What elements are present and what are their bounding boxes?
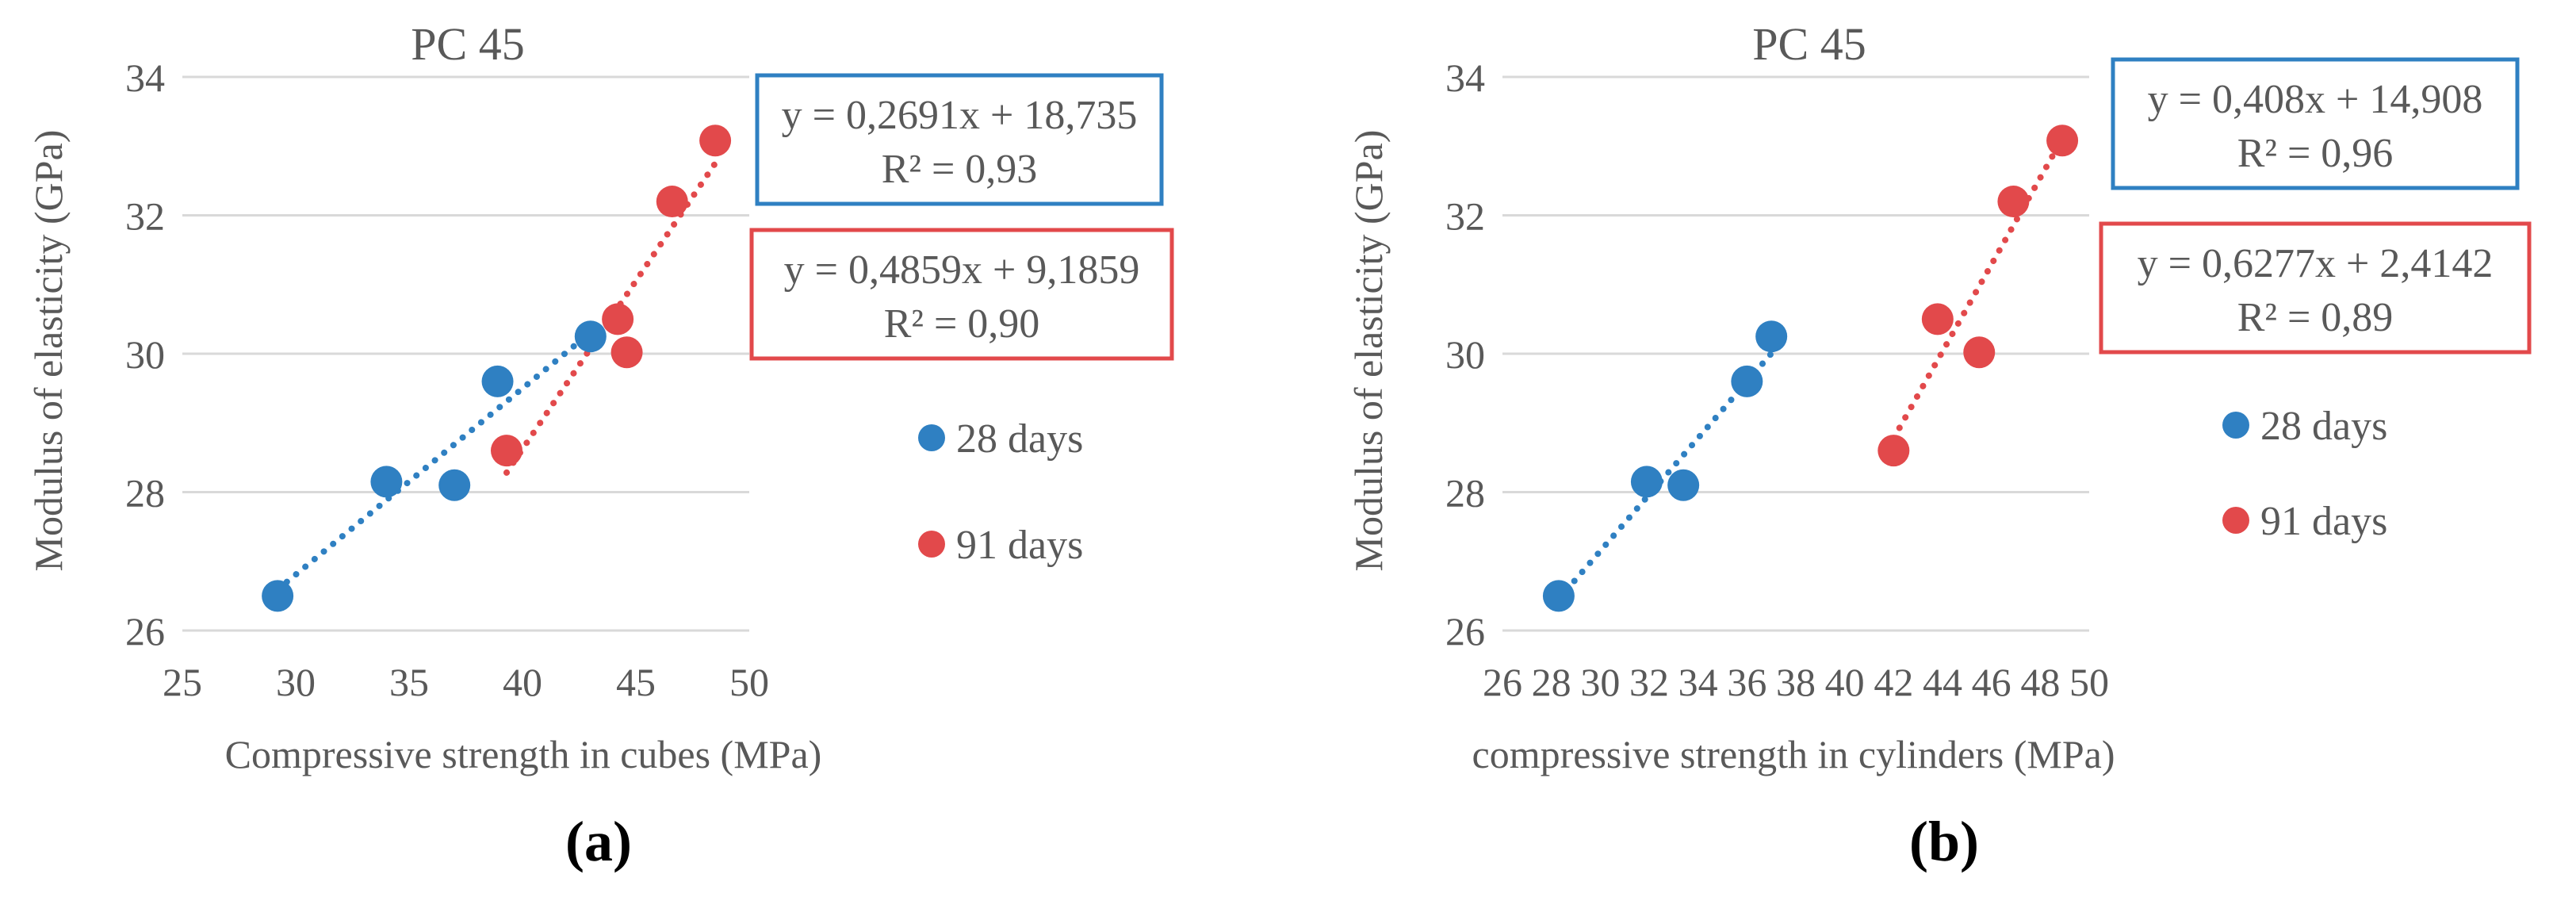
- legend-marker-91-days: [2222, 507, 2249, 534]
- x-tick-labels: 26 30 34 38 42 46 50 28 32 36 40 44 48: [1483, 660, 2109, 704]
- data-point-28-days: [1731, 365, 1763, 397]
- chart-title: PC 45: [1752, 18, 1866, 70]
- y-tick-label: 26: [1445, 609, 1485, 654]
- x-tick-label: 28: [1532, 660, 1571, 704]
- data-point-91-days: [2046, 125, 2079, 157]
- data-point-91-days: [1877, 435, 1910, 467]
- data-point-28-days: [370, 466, 403, 498]
- data-point-28-days: [1630, 466, 1663, 498]
- y-axis-label: Modulus of elasticity (GPa): [1346, 130, 1391, 572]
- data-point-91-days: [611, 336, 643, 369]
- legend-label-28-days: 28 days: [956, 416, 1083, 462]
- x-tick-label: 36: [1727, 660, 1766, 704]
- y-tick-label: 34: [1445, 56, 1485, 100]
- data-point-28-days: [438, 469, 471, 501]
- data-point-91-days: [490, 435, 522, 467]
- y-tick-label: 34: [125, 56, 165, 100]
- data-points: [262, 125, 732, 612]
- gridlines: [182, 75, 749, 632]
- x-axis-label: compressive strength in cylinders (MPa): [1472, 732, 2115, 776]
- x-tick-label: 32: [1629, 660, 1669, 704]
- trendline-28-days: [274, 329, 594, 593]
- y-tick-label: 28: [1445, 471, 1485, 516]
- data-point-91-days: [1997, 186, 2030, 218]
- equation-28-days: y = 0,408x + 14,908: [2148, 77, 2483, 122]
- x-tick-label: 25: [163, 660, 202, 704]
- data-point-91-days: [1963, 336, 1996, 369]
- trendlines: [1555, 135, 2066, 603]
- equation-91-days: y = 0,6277x + 2,4142: [2138, 241, 2494, 286]
- x-tick-label: 45: [616, 660, 656, 704]
- x-tick-label: 42: [1874, 660, 1913, 704]
- y-tick-label: 32: [1445, 194, 1485, 239]
- x-tick-label: 30: [276, 660, 316, 704]
- gridlines: [1502, 75, 2089, 632]
- data-point-28-days: [1667, 469, 1700, 501]
- y-tick-label: 32: [125, 194, 165, 239]
- legend-label-28-days: 28 days: [2260, 404, 2387, 449]
- legend-marker-28-days: [918, 424, 945, 451]
- r2-91-days: R² = 0,89: [2237, 295, 2394, 340]
- trendline-91-days: [1890, 135, 2066, 442]
- equation-box-91-days: [749, 228, 1174, 361]
- y-tick-label: 28: [125, 471, 165, 516]
- legend: 28 days 91 days: [918, 416, 1083, 568]
- panel-caption-b: (b): [1909, 810, 1979, 873]
- equation-box-28-days: [755, 73, 1164, 206]
- equation-box-28-days: [2111, 57, 2520, 190]
- data-point-28-days: [574, 320, 607, 353]
- x-axis-label: Compressive strength in cubes (MPa): [225, 732, 822, 776]
- chart-panel-a: PC 45 26 28 30 32 34 25 30 35 40 45 50 Modulus of…: [26, 18, 1174, 873]
- legend-label-91-days: 91 days: [956, 523, 1083, 568]
- r2-91-days: R² = 0,90: [884, 301, 1040, 347]
- r2-28-days: R² = 0,93: [882, 147, 1038, 192]
- x-tick-label: 30: [1580, 660, 1620, 704]
- data-point-28-days: [1755, 320, 1788, 353]
- panel-caption-a: (a): [565, 810, 632, 873]
- legend-label-91-days: 91 days: [2260, 499, 2387, 544]
- x-tick-label: 48: [2020, 660, 2060, 704]
- data-point-28-days: [481, 365, 514, 397]
- y-tick-labels: 26 28 30 32 34: [125, 56, 165, 654]
- data-point-91-days: [656, 186, 688, 218]
- chart-title: PC 45: [411, 18, 524, 70]
- data-point-28-days: [1542, 580, 1575, 612]
- x-tick-label: 46: [1972, 660, 2011, 704]
- legend-marker-28-days: [2222, 412, 2249, 439]
- data-point-91-days: [602, 303, 634, 335]
- y-tick-label: 26: [125, 609, 165, 654]
- y-tick-label: 30: [1445, 332, 1485, 377]
- equation-91-days: y = 0,4859x + 9,1859: [784, 247, 1140, 293]
- data-point-91-days: [699, 125, 732, 157]
- x-tick-label: 40: [1825, 660, 1865, 704]
- x-tick-label: 50: [729, 660, 769, 704]
- y-tick-label: 30: [125, 332, 165, 377]
- data-point-28-days: [262, 580, 294, 612]
- x-tick-label: 38: [1776, 660, 1816, 704]
- legend: 28 days 91 days: [2222, 404, 2387, 544]
- equation-28-days: y = 0,2691x + 18,735: [782, 93, 1138, 138]
- y-axis-label: Modulus of elasticity (GPa): [26, 130, 71, 572]
- equation-box-91-days: [2099, 221, 2532, 355]
- r2-28-days: R² = 0,96: [2237, 131, 2394, 176]
- x-tick-label: 26: [1483, 660, 1522, 704]
- x-tick-label: 50: [2069, 660, 2109, 704]
- x-tick-label: 40: [503, 660, 542, 704]
- y-tick-labels: 26 28 30 32 34: [1445, 56, 1485, 654]
- x-tick-labels: 25 30 35 40 45 50: [163, 660, 769, 704]
- x-tick-label: 34: [1678, 660, 1718, 704]
- x-tick-label: 44: [1923, 660, 1962, 704]
- x-tick-label: 35: [389, 660, 429, 704]
- data-points: [1542, 125, 2079, 612]
- data-point-91-days: [1921, 303, 1954, 335]
- legend-marker-91-days: [918, 531, 945, 558]
